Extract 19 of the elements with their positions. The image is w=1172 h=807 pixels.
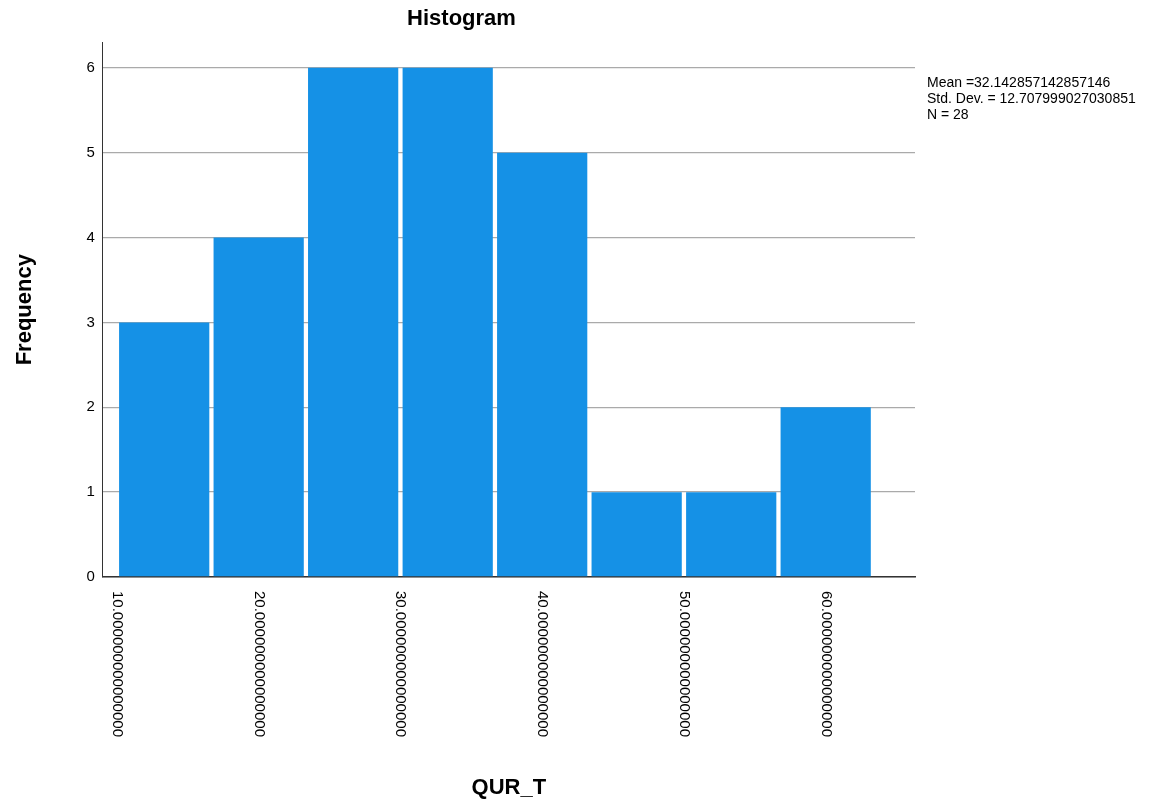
text: Std. Dev. = 12.707999027030851 bbox=[927, 90, 1136, 107]
x-tick-label: 10.000000000000000 bbox=[109, 591, 127, 737]
y-tick-label: 4 bbox=[86, 227, 95, 245]
text: N = 28 bbox=[927, 106, 969, 123]
y-tick-label: 1 bbox=[86, 482, 95, 500]
x-tick-label: 60.000000000000000 bbox=[818, 591, 836, 737]
x-axis-title: QUR_T bbox=[471, 774, 547, 800]
x-tick-label: 20.000000000000000 bbox=[251, 591, 269, 737]
x-tick-label: 30.000000000000000 bbox=[393, 591, 411, 737]
x-tick-label: 40.000000000000000 bbox=[535, 591, 553, 737]
x-tick-label: 50.000000000000000 bbox=[676, 591, 694, 737]
y-axis-title: Frequency bbox=[11, 253, 37, 366]
text: Mean =32.142857142857146 bbox=[927, 74, 1111, 91]
y-tick-label: 3 bbox=[86, 312, 95, 330]
y-tick-label: 2 bbox=[86, 397, 95, 415]
y-tick-label: 0 bbox=[86, 567, 95, 585]
y-tick-label: 5 bbox=[86, 142, 95, 160]
y-tick-label: 6 bbox=[86, 58, 95, 75]
chart-title: Histogram bbox=[407, 5, 516, 31]
